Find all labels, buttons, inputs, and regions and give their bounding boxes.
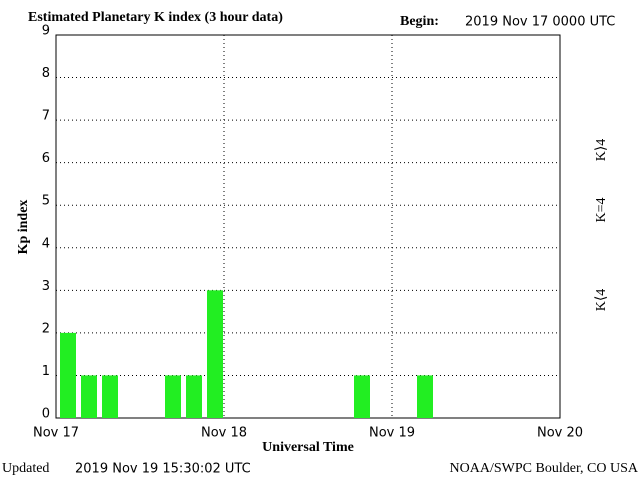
- chart-title: Estimated Planetary K index (3 hour data…: [28, 10, 283, 25]
- bar: [60, 332, 76, 418]
- y-tick-label: 5: [42, 194, 50, 209]
- bar: [207, 290, 223, 419]
- x-tick-label: Nov 19: [369, 426, 415, 441]
- y-tick-label: 0: [42, 407, 50, 422]
- y-tick-label: 9: [42, 24, 50, 39]
- legend-label: K⟩4: [594, 139, 609, 162]
- y-tick-label: 4: [42, 236, 50, 251]
- credit: NOAA/SWPC Boulder, CO USA: [450, 461, 639, 476]
- begin-label: Begin:: [400, 14, 439, 29]
- bar: [417, 375, 433, 419]
- y-axis-label: Kp index: [16, 200, 31, 255]
- plot-frame: [55, 34, 561, 419]
- updated-label: Updated: [2, 461, 49, 476]
- x-tick-label: Nov 20: [537, 426, 583, 441]
- y-tick-label: 7: [42, 109, 50, 124]
- bar: [81, 375, 97, 419]
- y-tick-label: 6: [42, 151, 50, 166]
- y-tick-label: 8: [42, 66, 50, 81]
- x-tick-label: Nov 18: [201, 426, 247, 441]
- legend-label: K⟨4: [594, 289, 609, 312]
- y-tick-label: 2: [42, 321, 50, 336]
- x-axis-label: Universal Time: [262, 440, 354, 455]
- x-tick-label: Nov 17: [33, 426, 79, 441]
- bar: [165, 375, 181, 419]
- y-tick-label: 3: [42, 279, 50, 294]
- updated-date: 2019 Nov 19 15:30:02 UTC: [75, 462, 251, 477]
- y-tick-label: 1: [42, 364, 50, 379]
- begin-date: 2019 Nov 17 0000 UTC: [465, 15, 615, 30]
- legend-label: K=4: [594, 197, 609, 222]
- bar: [186, 375, 202, 419]
- bar: [354, 375, 370, 419]
- bar: [102, 375, 118, 419]
